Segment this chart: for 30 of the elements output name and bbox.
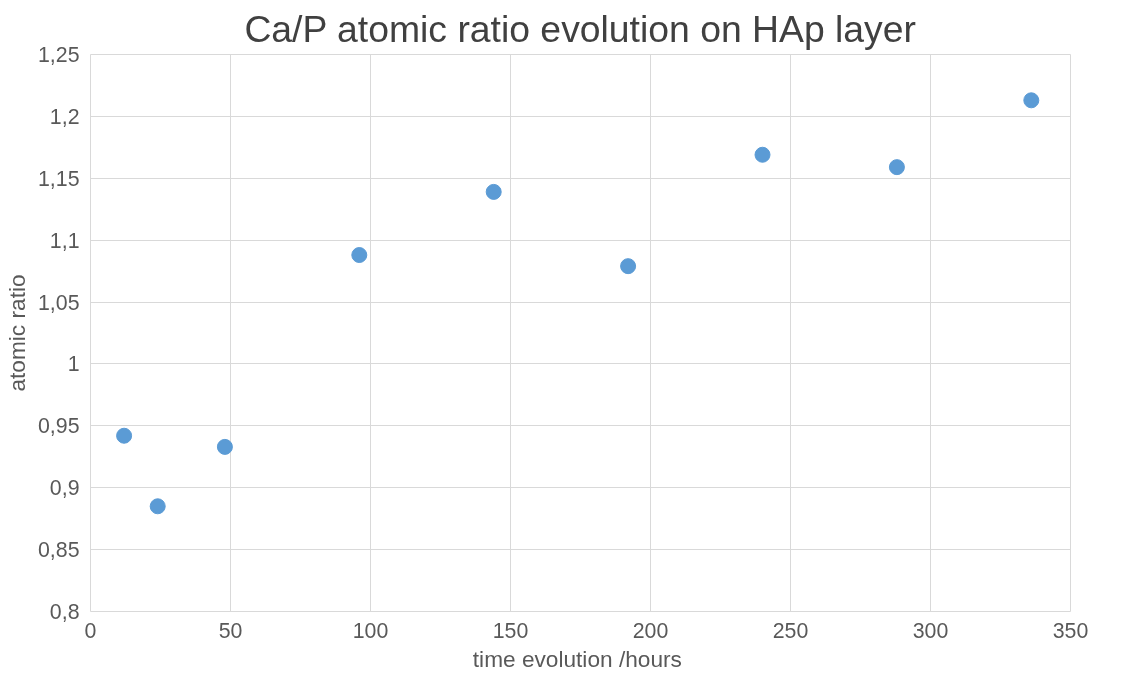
x-tick-label: 150 [492,618,529,643]
chart-title: Ca/P atomic ratio evolution on HAp layer [244,7,916,50]
x-tick-label: 0 [84,618,97,643]
point [1023,92,1040,109]
point [754,146,771,163]
y-tick-label: 1,15 [37,166,80,191]
point [116,427,133,444]
y-tick-label: 1,2 [49,104,80,129]
point [888,159,905,176]
y-tick-label: 0,8 [49,600,80,624]
x-tick-label: 350 [1052,618,1089,643]
x-tick-label: 300 [912,618,949,643]
point [216,438,233,455]
point [620,258,637,275]
x-tick-label: 100 [352,618,389,643]
y-tick-label: 0,95 [37,414,80,439]
y-tick-label: 1,25 [37,43,80,67]
y-tick-label: 1 [67,352,80,377]
point [149,498,166,515]
x-axis-title: time evolution /hours [472,645,682,672]
point [351,247,368,264]
y-tick-label: 1,1 [49,228,80,253]
y-tick-label: 0,85 [37,538,80,563]
x-tick-label: 200 [632,618,669,643]
x-tick-label: 50 [218,618,243,643]
x-tick-label: 250 [772,618,809,643]
y-axis-title: atomic ratio [3,274,30,392]
y-tick-label: 0,9 [49,476,80,501]
point [485,183,502,200]
y-tick-label: 1,05 [37,290,80,315]
